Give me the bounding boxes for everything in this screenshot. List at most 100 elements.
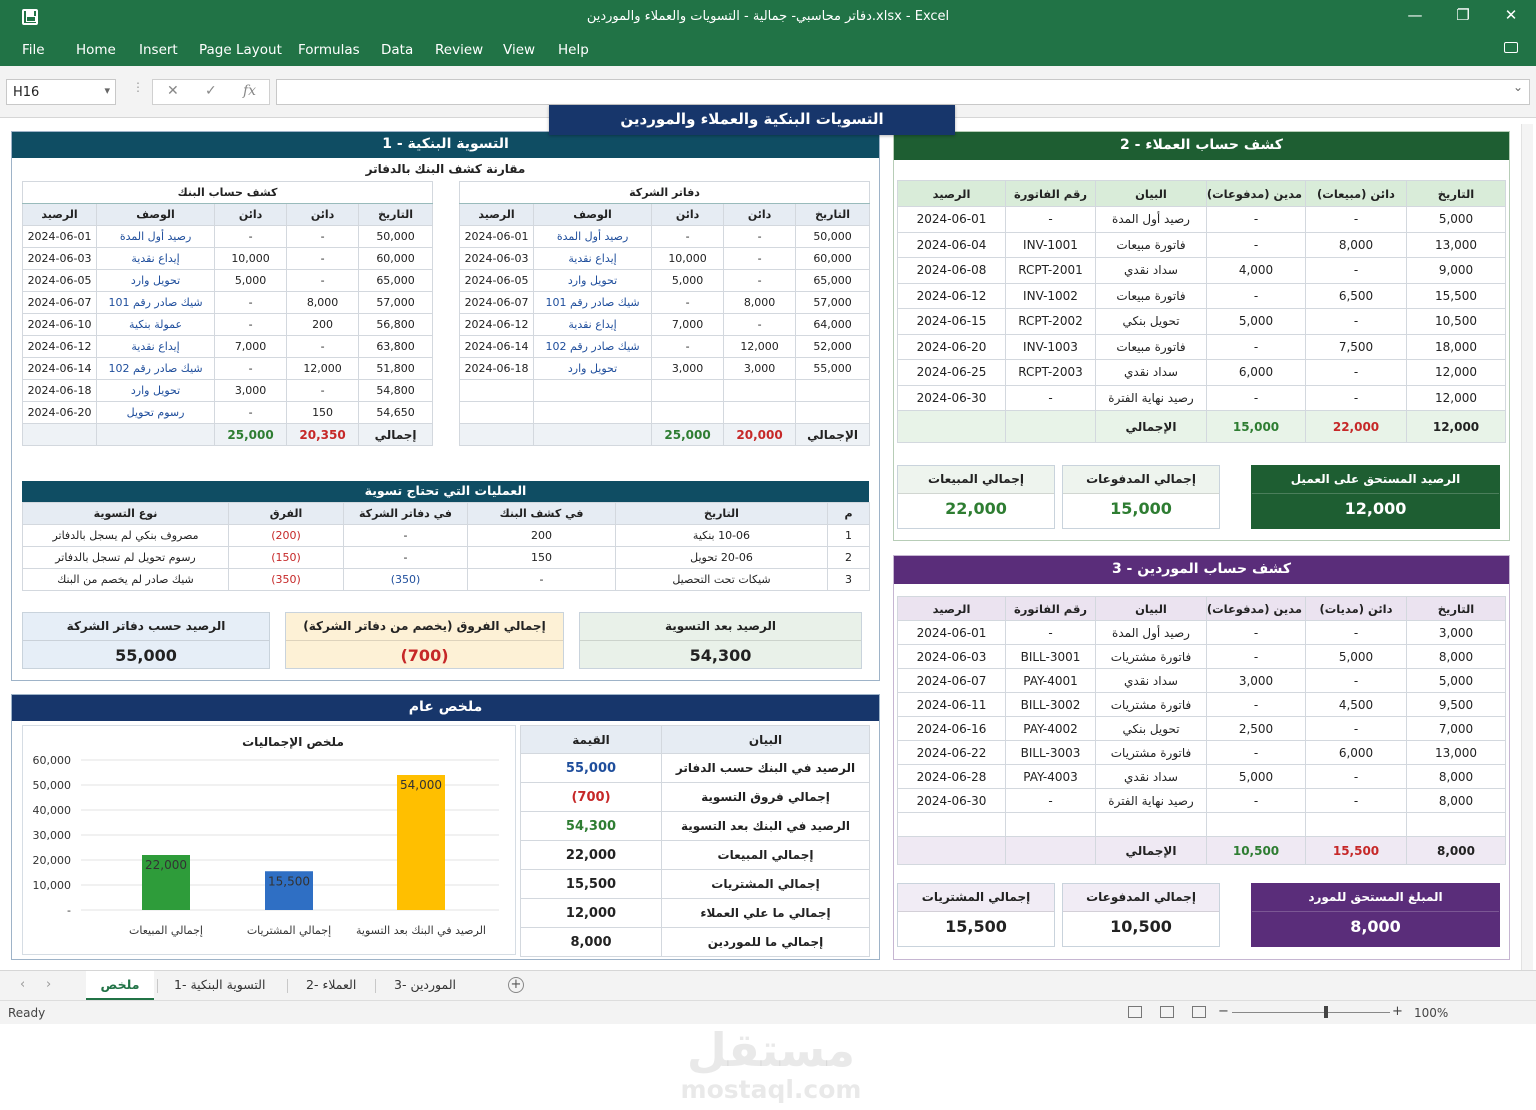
add-sheet-icon[interactable]: + [508, 977, 524, 993]
table-cell: 2024-06-03 [21, 247, 98, 270]
table-cell: 9,500 [1406, 692, 1506, 717]
vertical-scrollbar[interactable] [1521, 124, 1533, 970]
sheet-tab-summary[interactable]: ملخص [86, 971, 154, 1001]
table-cell: - [1305, 359, 1407, 386]
summary-header: ملخص عام [12, 695, 879, 721]
table-cell: 2024-06-11 [897, 692, 1006, 717]
table-cell: - [343, 546, 468, 569]
summary-row: إجمالي ما علي العملاء 12,000 [520, 898, 870, 928]
cell [897, 836, 1006, 865]
table-row: 15,500 6,500- فاتورة مبيعات INV-1002 2024-06… [897, 282, 1506, 309]
table-cell: رصيد أول المدة [1095, 206, 1207, 233]
sheet-tab-customers[interactable]: 2- العملاء [306, 977, 357, 992]
enter-icon[interactable]: ✓ [205, 83, 217, 99]
menu-insert[interactable]: Insert [139, 42, 178, 58]
empty-cell[interactable] [1095, 812, 1207, 837]
card-label: المبلغ المستحق للمورد [1252, 884, 1499, 912]
function-icon[interactable]: fx [243, 83, 257, 99]
prev-sheet-icon[interactable]: ‹ [20, 977, 26, 992]
zoom-in-icon[interactable]: + [1392, 1004, 1403, 1019]
menu-page-layout[interactable]: Page Layout [199, 42, 282, 58]
empty-cell[interactable] [723, 401, 797, 424]
minimize-icon[interactable]: — [1407, 6, 1423, 24]
table-cell: - [286, 379, 360, 402]
empty-cell[interactable] [723, 379, 797, 402]
menu-help[interactable]: Help [558, 42, 589, 58]
card-books-balance: الرصيد حسب دفاتر الشركة 55,000 [22, 612, 270, 669]
menu-view[interactable]: View [503, 42, 536, 58]
table-cell: - [1305, 384, 1407, 411]
menu-review[interactable]: Review [435, 42, 484, 58]
total-debit: 15,000 [1206, 410, 1306, 443]
restore-icon[interactable]: ❐ [1456, 6, 1470, 24]
summary-value: 22,000 [520, 840, 662, 870]
table-row: 60,000-10,000 إيداع نقدية 2024-06-03 [458, 247, 871, 270]
formula-bar: H16 ⋮ ✕ ✓ fx [0, 66, 1536, 118]
page-layout-view-icon[interactable] [1160, 1006, 1174, 1018]
chart-ytick-label: 60,000 [33, 754, 72, 767]
col-header: مدين (مدفوعات) [1206, 596, 1306, 621]
page-break-view-icon[interactable] [1192, 1006, 1206, 1018]
empty-cell[interactable] [1305, 812, 1407, 837]
formula-input[interactable] [276, 79, 1530, 105]
tab-separator [157, 979, 158, 993]
zoom-slider-knob[interactable] [1324, 1006, 1328, 1018]
table-cell: 10,500 [1406, 308, 1506, 335]
table-cell: - [214, 291, 288, 314]
chart-data-label: 15,500 [268, 874, 310, 888]
comments-icon[interactable] [1504, 42, 1518, 53]
sheet-tab-suppliers[interactable]: 3- الموردين [394, 977, 457, 992]
zoom-out-icon[interactable]: − [1218, 1004, 1229, 1019]
table-cell: شيك صادر رقم 101 [96, 291, 216, 314]
sheet-tab-bank[interactable]: 1- التسوية البنكية [174, 977, 266, 992]
table-row: 1 10-06 بنكية 200- (200) مصروف بنكي لم يسجل … [22, 524, 870, 547]
bank-header: 1 - التسوية البنكية [12, 132, 879, 158]
empty-cell[interactable] [533, 401, 653, 424]
table-cell: رصيد نهاية الفترة [1095, 788, 1207, 813]
col-header: البيان [1095, 596, 1207, 621]
empty-cell[interactable] [458, 379, 535, 402]
title-bar: دفاتر محاسبي- جمالية - التسويات والعملاء… [0, 0, 1536, 34]
normal-view-icon[interactable] [1128, 1006, 1142, 1018]
table-cell: - [467, 568, 616, 591]
empty-cell[interactable] [458, 401, 535, 424]
table-cell: 55,000 [795, 357, 871, 380]
close-icon[interactable]: ✕ [1504, 6, 1518, 24]
empty-cell[interactable] [1406, 812, 1506, 837]
table-cell: سداد نقدي [1095, 764, 1207, 789]
table-cell: 2024-06-03 [458, 247, 535, 270]
table-cell: 65,000 [795, 269, 871, 292]
card-customer-payments: إجمالي المدفوعات 15,000 [1062, 465, 1220, 529]
table-cell: 2024-06-01 [458, 225, 535, 248]
col-header: رقم الفاتورة [1005, 596, 1096, 621]
total-credit: 22,000 [1305, 410, 1407, 443]
next-sheet-icon[interactable]: › [46, 977, 52, 992]
col-header: دائن (مبيعات) [1305, 180, 1407, 207]
empty-cell[interactable] [897, 812, 1006, 837]
reconcile-header: العمليات التي تحتاج تسوية [22, 481, 869, 502]
empty-cell[interactable] [651, 401, 725, 424]
menu-data[interactable]: Data [381, 42, 414, 58]
col-header: التاريخ [795, 203, 871, 226]
card-supplier-due: المبلغ المستحق للمورد 8,000 [1251, 883, 1500, 947]
table-cell: رصيد أول المدة [96, 225, 216, 248]
empty-cell[interactable] [533, 379, 653, 402]
empty-cell[interactable] [1206, 812, 1306, 837]
menu-file[interactable]: File [22, 42, 45, 58]
empty-cell[interactable] [1005, 812, 1096, 837]
menu-formulas[interactable]: Formulas [298, 42, 360, 58]
menu-home[interactable]: Home [76, 42, 116, 58]
name-box[interactable]: H16 [6, 79, 116, 105]
cancel-icon[interactable]: ✕ [167, 83, 179, 99]
zoom-level[interactable]: 100% [1414, 1006, 1449, 1020]
empty-cell[interactable] [795, 379, 871, 402]
table-cell: 2024-06-08 [897, 257, 1006, 284]
save-icon[interactable] [22, 9, 38, 25]
card-label: إجمالي الفروق (يخصم من دفاتر الشركة) [286, 613, 563, 641]
table-cell: 200 [467, 524, 616, 547]
empty-cell[interactable] [795, 401, 871, 424]
zoom-slider[interactable] [1232, 1012, 1390, 1013]
table-row: 52,000 12,000- شيك صادر رقم 102 2024-06-14 [458, 335, 871, 358]
table-cell: 2024-06-12 [458, 313, 535, 336]
empty-cell[interactable] [651, 379, 725, 402]
